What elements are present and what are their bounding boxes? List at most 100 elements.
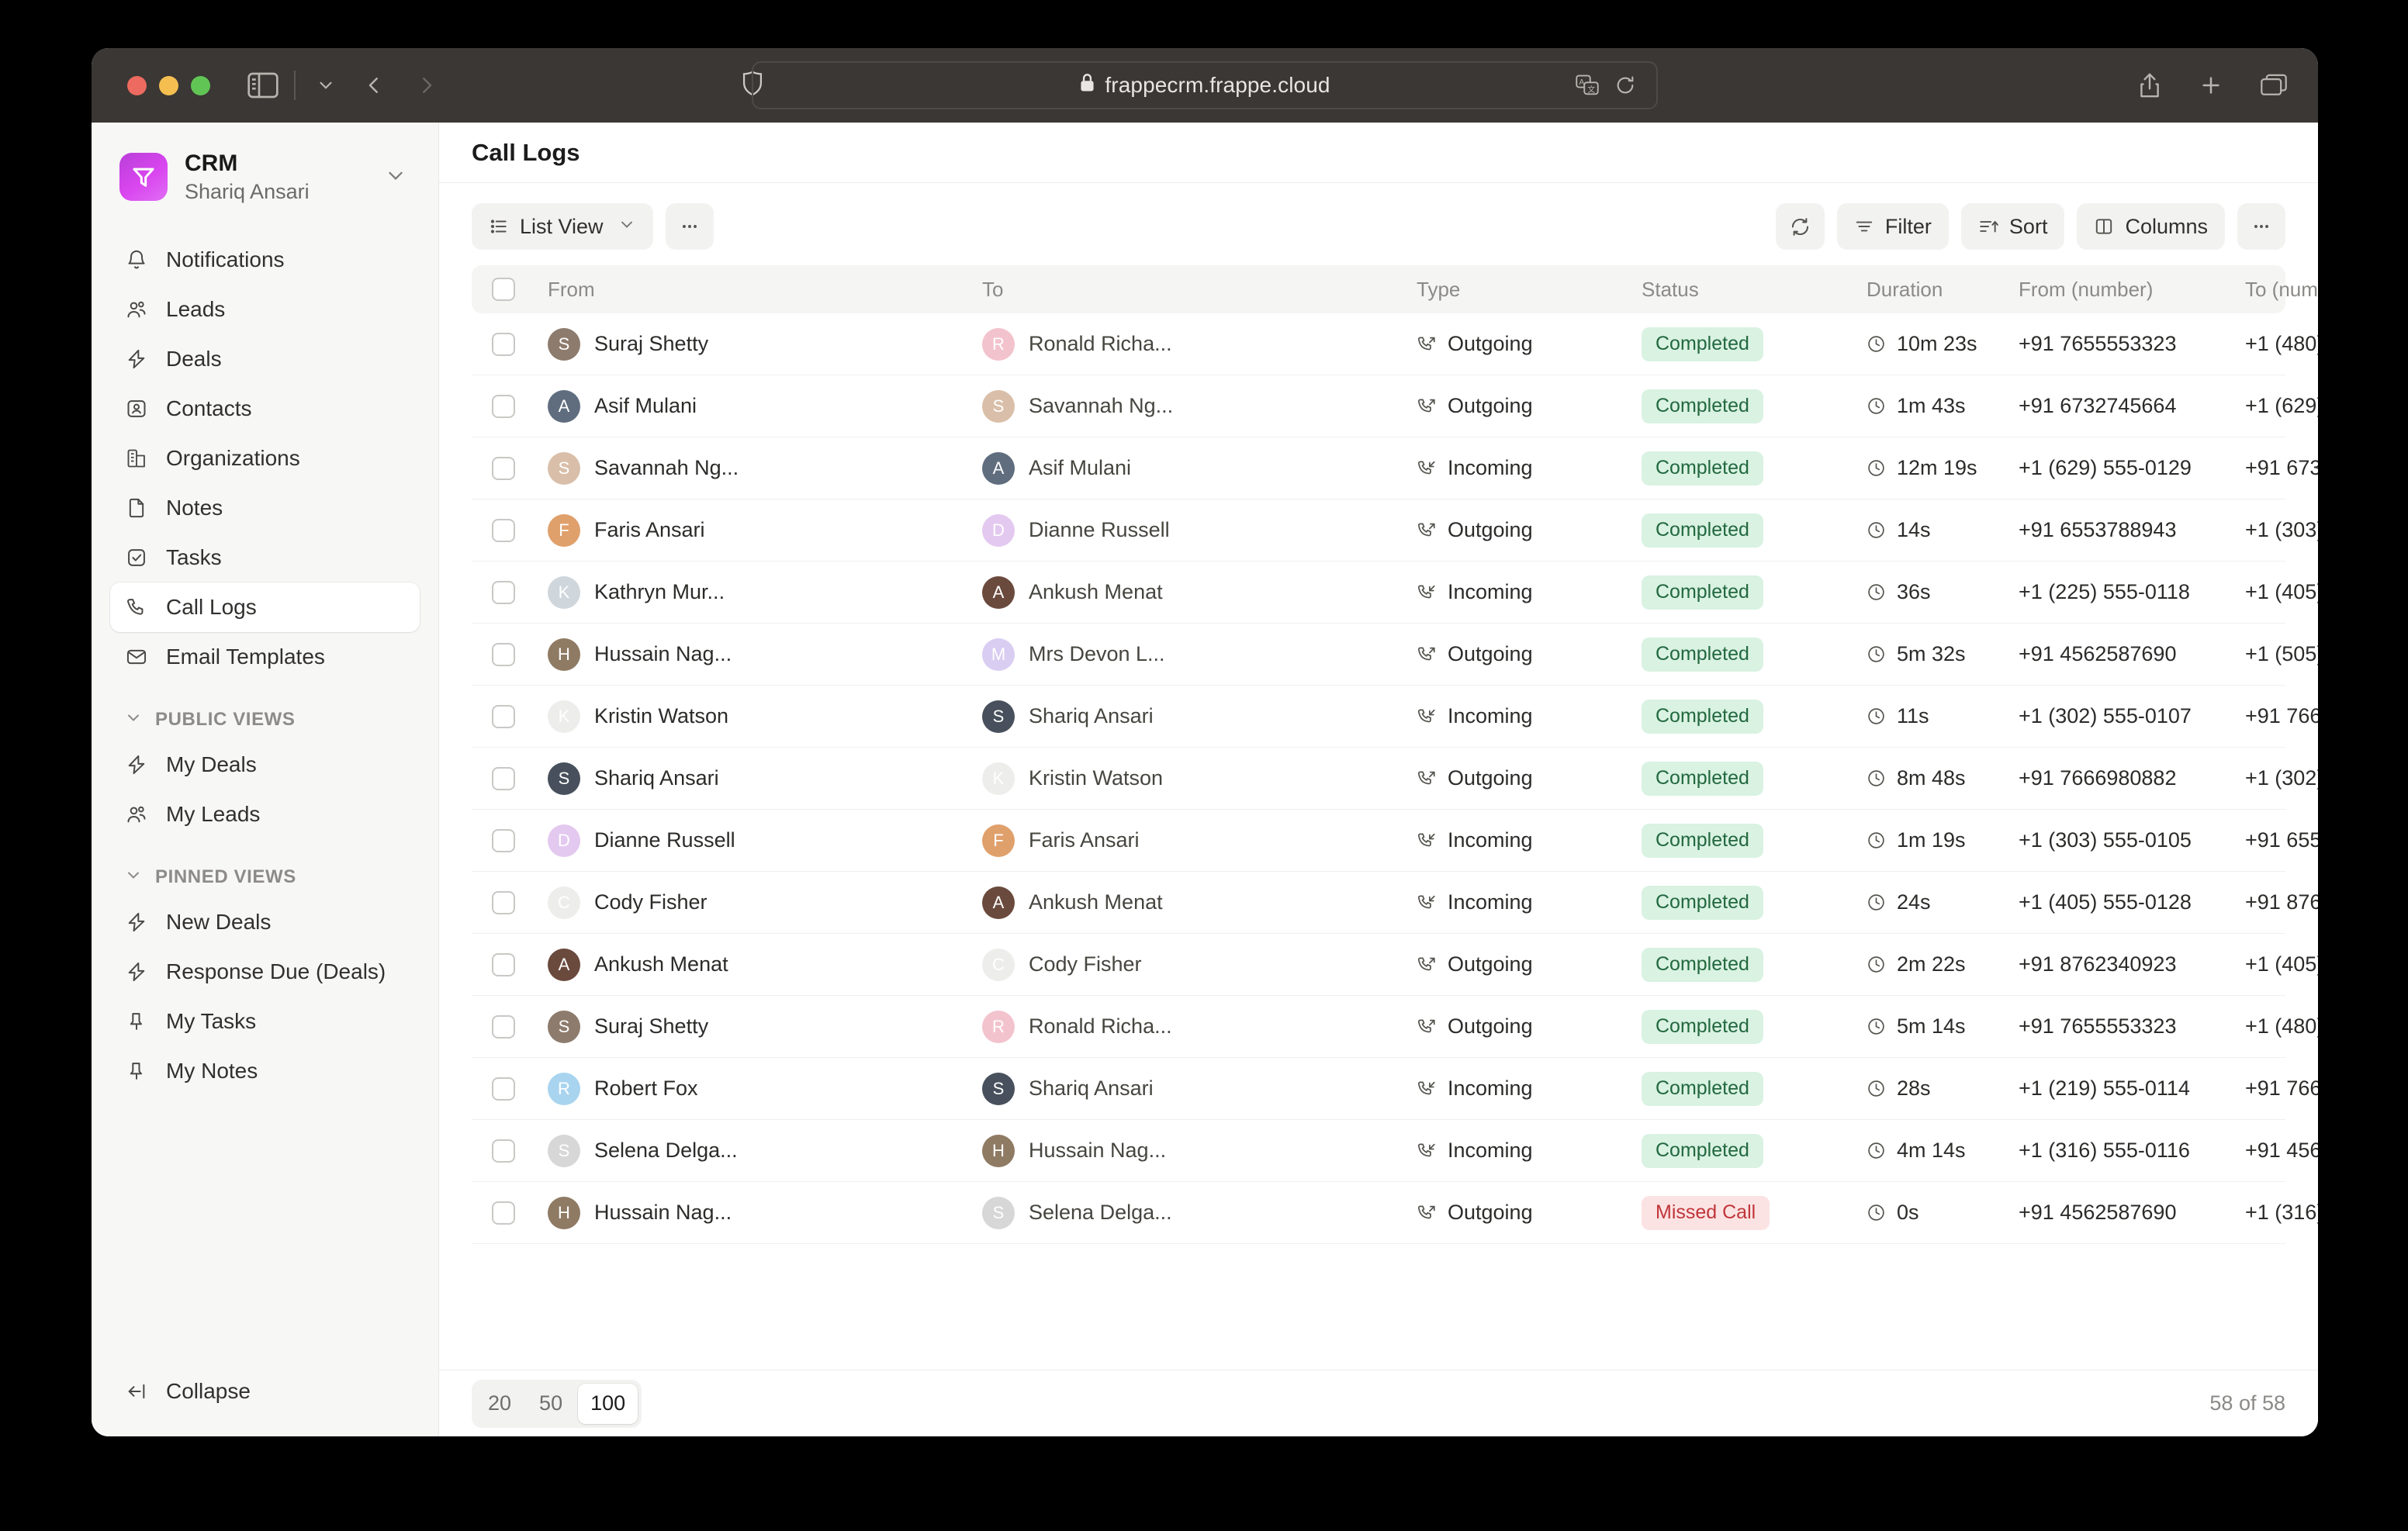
avatar: A bbox=[982, 451, 1015, 485]
page-title: Call Logs bbox=[472, 138, 580, 166]
column-header-type[interactable]: Type bbox=[1417, 277, 1461, 301]
chevron-down-icon[interactable] bbox=[316, 75, 336, 95]
maximize-window-button[interactable] bbox=[191, 75, 210, 95]
table-row[interactable]: R Robert Fox S Shariq Ansari Incoming Complet… bbox=[472, 1058, 2318, 1120]
sidebar-item-my-tasks[interactable]: My Tasks bbox=[110, 997, 420, 1046]
cell-from: H Hussain Nag... bbox=[548, 1196, 982, 1229]
sidebar-item-my-notes[interactable]: My Notes bbox=[110, 1046, 420, 1096]
call-incoming-icon bbox=[1417, 893, 1437, 913]
row-checkbox[interactable] bbox=[492, 704, 548, 728]
sidebar-item-my-deals[interactable]: My Deals bbox=[110, 740, 420, 790]
sidebar-item-contacts[interactable]: Contacts bbox=[110, 384, 420, 434]
row-checkbox[interactable] bbox=[492, 890, 548, 914]
plus-icon[interactable] bbox=[2199, 73, 2223, 98]
row-checkbox[interactable] bbox=[492, 456, 548, 480]
row-checkbox[interactable] bbox=[492, 952, 548, 976]
sidebar-item-organizations[interactable]: Organizations bbox=[110, 434, 420, 483]
table-row[interactable]: S Shariq Ansari K Kristin Watson Outgoing Com… bbox=[472, 748, 2318, 810]
table-row[interactable]: H Hussain Nag... M Mrs Devon L... Outgoing Co… bbox=[472, 624, 2318, 686]
back-chevron-icon[interactable] bbox=[362, 74, 386, 97]
minimize-window-button[interactable] bbox=[159, 75, 178, 95]
share-icon[interactable] bbox=[2138, 72, 2161, 98]
row-checkbox[interactable] bbox=[492, 766, 548, 790]
row-checkbox[interactable] bbox=[492, 332, 548, 356]
sidebar-item-leads[interactable]: Leads bbox=[110, 285, 420, 334]
sidebar-item-new-deals[interactable]: New Deals bbox=[110, 897, 420, 947]
column-header-from-number[interactable]: From (number) bbox=[2019, 277, 2154, 301]
table-row[interactable]: H Hussain Nag... S Selena Delga... Outgoing M… bbox=[472, 1182, 2318, 1244]
avatar: C bbox=[548, 886, 580, 919]
reload-icon[interactable] bbox=[1614, 74, 1636, 96]
view-options-button[interactable] bbox=[665, 203, 714, 250]
table-row[interactable]: K Kathryn Mur... A Ankush Menat Incoming Comp… bbox=[472, 562, 2318, 624]
sidebar-item-notifications[interactable]: Notifications bbox=[110, 235, 420, 285]
cell-type: Incoming bbox=[1417, 828, 1642, 852]
cell-from: C Cody Fisher bbox=[548, 886, 982, 919]
sort-button[interactable]: Sort bbox=[1960, 203, 2065, 250]
table-row[interactable]: S Suraj Shetty R Ronald Richa... Outgoing Com… bbox=[472, 996, 2318, 1058]
address-bar[interactable]: frappecrm.frappe.cloud A 文 bbox=[752, 61, 1658, 109]
forward-chevron-icon[interactable] bbox=[415, 74, 438, 97]
table-row[interactable]: S Savannah Ng... A Asif Mulani Incoming Compl… bbox=[472, 437, 2318, 499]
table-row[interactable]: C Cody Fisher A Ankush Menat Incoming Complet… bbox=[472, 872, 2318, 934]
sidebar-item-notes[interactable]: Notes bbox=[110, 483, 420, 533]
sidebar-item-response-due-deals[interactable]: Response Due (Deals) bbox=[110, 947, 420, 997]
select-all-checkbox[interactable] bbox=[492, 278, 548, 301]
cell-from: F Faris Ansari bbox=[548, 513, 982, 547]
table-row[interactable]: A Ankush Menat C Cody Fisher Outgoing Complet… bbox=[472, 934, 2318, 996]
view-selector-button[interactable]: List View bbox=[472, 203, 653, 250]
table-row[interactable]: S Selena Delga... H Hussain Nag... Incoming C… bbox=[472, 1120, 2318, 1182]
cell-status: Completed bbox=[1642, 761, 1867, 796]
translate-icon[interactable]: A 文 bbox=[1576, 74, 1599, 96]
clock-icon bbox=[1867, 769, 1886, 788]
clock-icon bbox=[1867, 458, 1886, 478]
sidebar-item-email-templates[interactable]: Email Templates bbox=[110, 632, 420, 682]
cell-duration: 10m 23s bbox=[1867, 332, 2019, 356]
page-size-20[interactable]: 20 bbox=[488, 1391, 512, 1415]
contact-card-icon bbox=[124, 396, 149, 421]
row-checkbox[interactable] bbox=[492, 1201, 548, 1225]
row-checkbox[interactable] bbox=[492, 642, 548, 666]
column-header-from[interactable]: From bbox=[548, 277, 595, 301]
bolt-icon bbox=[124, 959, 149, 984]
chevron-down-icon bbox=[124, 708, 143, 732]
page-size-50[interactable]: 50 bbox=[539, 1391, 563, 1415]
columns-button[interactable]: Columns bbox=[2077, 203, 2225, 250]
public-views-header[interactable]: PUBLIC VIEWS bbox=[110, 708, 420, 732]
row-checkbox[interactable] bbox=[492, 580, 548, 604]
table-row[interactable]: A Asif Mulani S Savannah Ng... Outgoing Compl… bbox=[472, 375, 2318, 437]
column-header-to[interactable]: To bbox=[982, 277, 1004, 301]
tab-overview-icon[interactable] bbox=[2261, 74, 2287, 97]
collapse-sidebar-button[interactable]: Collapse bbox=[110, 1367, 420, 1416]
sidebar-item-my-leads[interactable]: My Leads bbox=[110, 790, 420, 839]
cell-duration: 1m 43s bbox=[1867, 394, 2019, 418]
row-checkbox[interactable] bbox=[492, 1077, 548, 1101]
column-header-to-number[interactable]: To (number) bbox=[2245, 277, 2318, 301]
more-options-button[interactable] bbox=[2237, 203, 2285, 250]
column-header-status[interactable]: Status bbox=[1642, 277, 1699, 301]
sidebar-toggle-icon[interactable] bbox=[247, 72, 279, 98]
sidebar-item-tasks[interactable]: Tasks bbox=[110, 533, 420, 582]
row-checkbox[interactable] bbox=[492, 1014, 548, 1039]
refresh-button[interactable] bbox=[1775, 203, 1825, 250]
page-size-100[interactable]: 100 bbox=[578, 1383, 638, 1424]
row-checkbox[interactable] bbox=[492, 518, 548, 542]
row-checkbox[interactable] bbox=[492, 828, 548, 852]
table-row[interactable]: D Dianne Russell F Faris Ansari Incoming Comp… bbox=[472, 810, 2318, 872]
row-checkbox[interactable] bbox=[492, 1139, 548, 1163]
cell-to: S Shariq Ansari bbox=[982, 1072, 1417, 1105]
filter-button[interactable]: Filter bbox=[1836, 203, 1949, 250]
close-window-button[interactable] bbox=[127, 75, 147, 95]
workspace-switcher[interactable]: CRM Shariq Ansari bbox=[110, 140, 420, 215]
table-row[interactable]: S Suraj Shetty R Ronald Richa... Outgoing Com… bbox=[472, 313, 2318, 375]
cell-to: A Asif Mulani bbox=[982, 451, 1417, 485]
cell-status: Completed bbox=[1642, 699, 1867, 734]
chevron-down-icon[interactable] bbox=[384, 164, 407, 191]
column-header-duration[interactable]: Duration bbox=[1867, 277, 1943, 301]
table-row[interactable]: K Kristin Watson S Shariq Ansari Incoming Com… bbox=[472, 686, 2318, 748]
row-checkbox[interactable] bbox=[492, 394, 548, 418]
table-row[interactable]: F Faris Ansari D Dianne Russell Outgoing Comp… bbox=[472, 499, 2318, 562]
pinned-views-header[interactable]: PINNED VIEWS bbox=[110, 866, 420, 890]
sidebar-item-deals[interactable]: Deals bbox=[110, 334, 420, 384]
sidebar-item-call-logs[interactable]: Call Logs bbox=[110, 582, 420, 632]
